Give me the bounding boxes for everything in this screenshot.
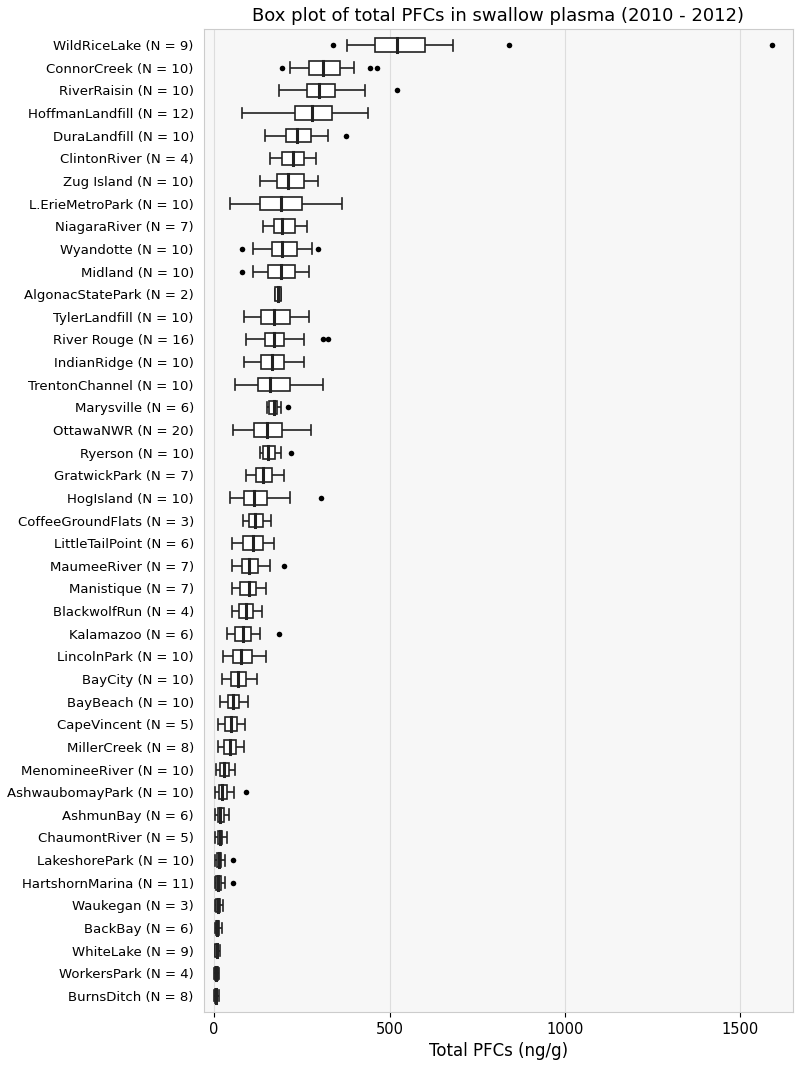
Bar — [275, 287, 281, 301]
Bar — [274, 220, 294, 233]
Bar — [215, 967, 218, 981]
Bar — [224, 740, 236, 753]
Bar — [216, 898, 220, 912]
Bar — [265, 333, 284, 346]
Bar — [269, 400, 278, 414]
Bar — [256, 468, 272, 482]
Bar — [249, 513, 263, 527]
Bar — [240, 582, 256, 595]
Bar — [309, 61, 340, 75]
Bar — [294, 107, 332, 120]
Bar — [272, 242, 297, 256]
Bar — [228, 695, 239, 708]
Bar — [375, 38, 425, 52]
Bar — [263, 446, 275, 460]
Bar — [220, 763, 229, 777]
Bar — [215, 944, 218, 957]
Bar — [262, 355, 284, 369]
Title: Box plot of total PFCs in swallow plasma (2010 - 2012): Box plot of total PFCs in swallow plasma… — [252, 7, 744, 25]
Bar — [218, 808, 224, 822]
Bar — [235, 627, 251, 640]
Bar — [238, 604, 254, 618]
Bar — [262, 310, 290, 323]
Bar — [216, 921, 219, 935]
Bar — [234, 650, 252, 664]
Bar — [307, 83, 335, 97]
Bar — [217, 854, 221, 866]
Bar — [216, 876, 221, 890]
Bar — [231, 672, 246, 686]
Bar — [286, 129, 310, 143]
Bar — [215, 989, 218, 1003]
Bar — [269, 265, 294, 278]
Bar — [258, 378, 290, 392]
Bar — [254, 424, 282, 436]
Bar — [243, 537, 263, 550]
Bar — [244, 491, 266, 505]
Bar — [218, 831, 222, 844]
X-axis label: Total PFCs (ng/g): Total PFCs (ng/g) — [429, 1042, 568, 1060]
Bar — [219, 785, 226, 799]
Bar — [278, 174, 303, 188]
Bar — [260, 196, 302, 210]
Bar — [242, 559, 258, 573]
Bar — [282, 152, 303, 165]
Bar — [225, 717, 237, 731]
